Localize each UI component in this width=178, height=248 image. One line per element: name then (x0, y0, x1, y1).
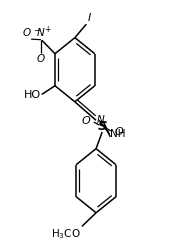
Text: H$_3$CO: H$_3$CO (51, 227, 81, 241)
Text: N: N (37, 29, 45, 38)
Text: −: − (33, 26, 40, 35)
Text: O: O (82, 116, 90, 126)
Text: HO: HO (24, 90, 41, 100)
Text: I: I (88, 13, 91, 23)
Text: NH: NH (110, 129, 126, 139)
Text: O: O (37, 55, 45, 64)
Text: O: O (22, 28, 30, 38)
Text: S: S (98, 120, 107, 133)
Text: N: N (97, 115, 104, 124)
Text: O: O (114, 127, 123, 137)
Text: +: + (44, 25, 50, 34)
